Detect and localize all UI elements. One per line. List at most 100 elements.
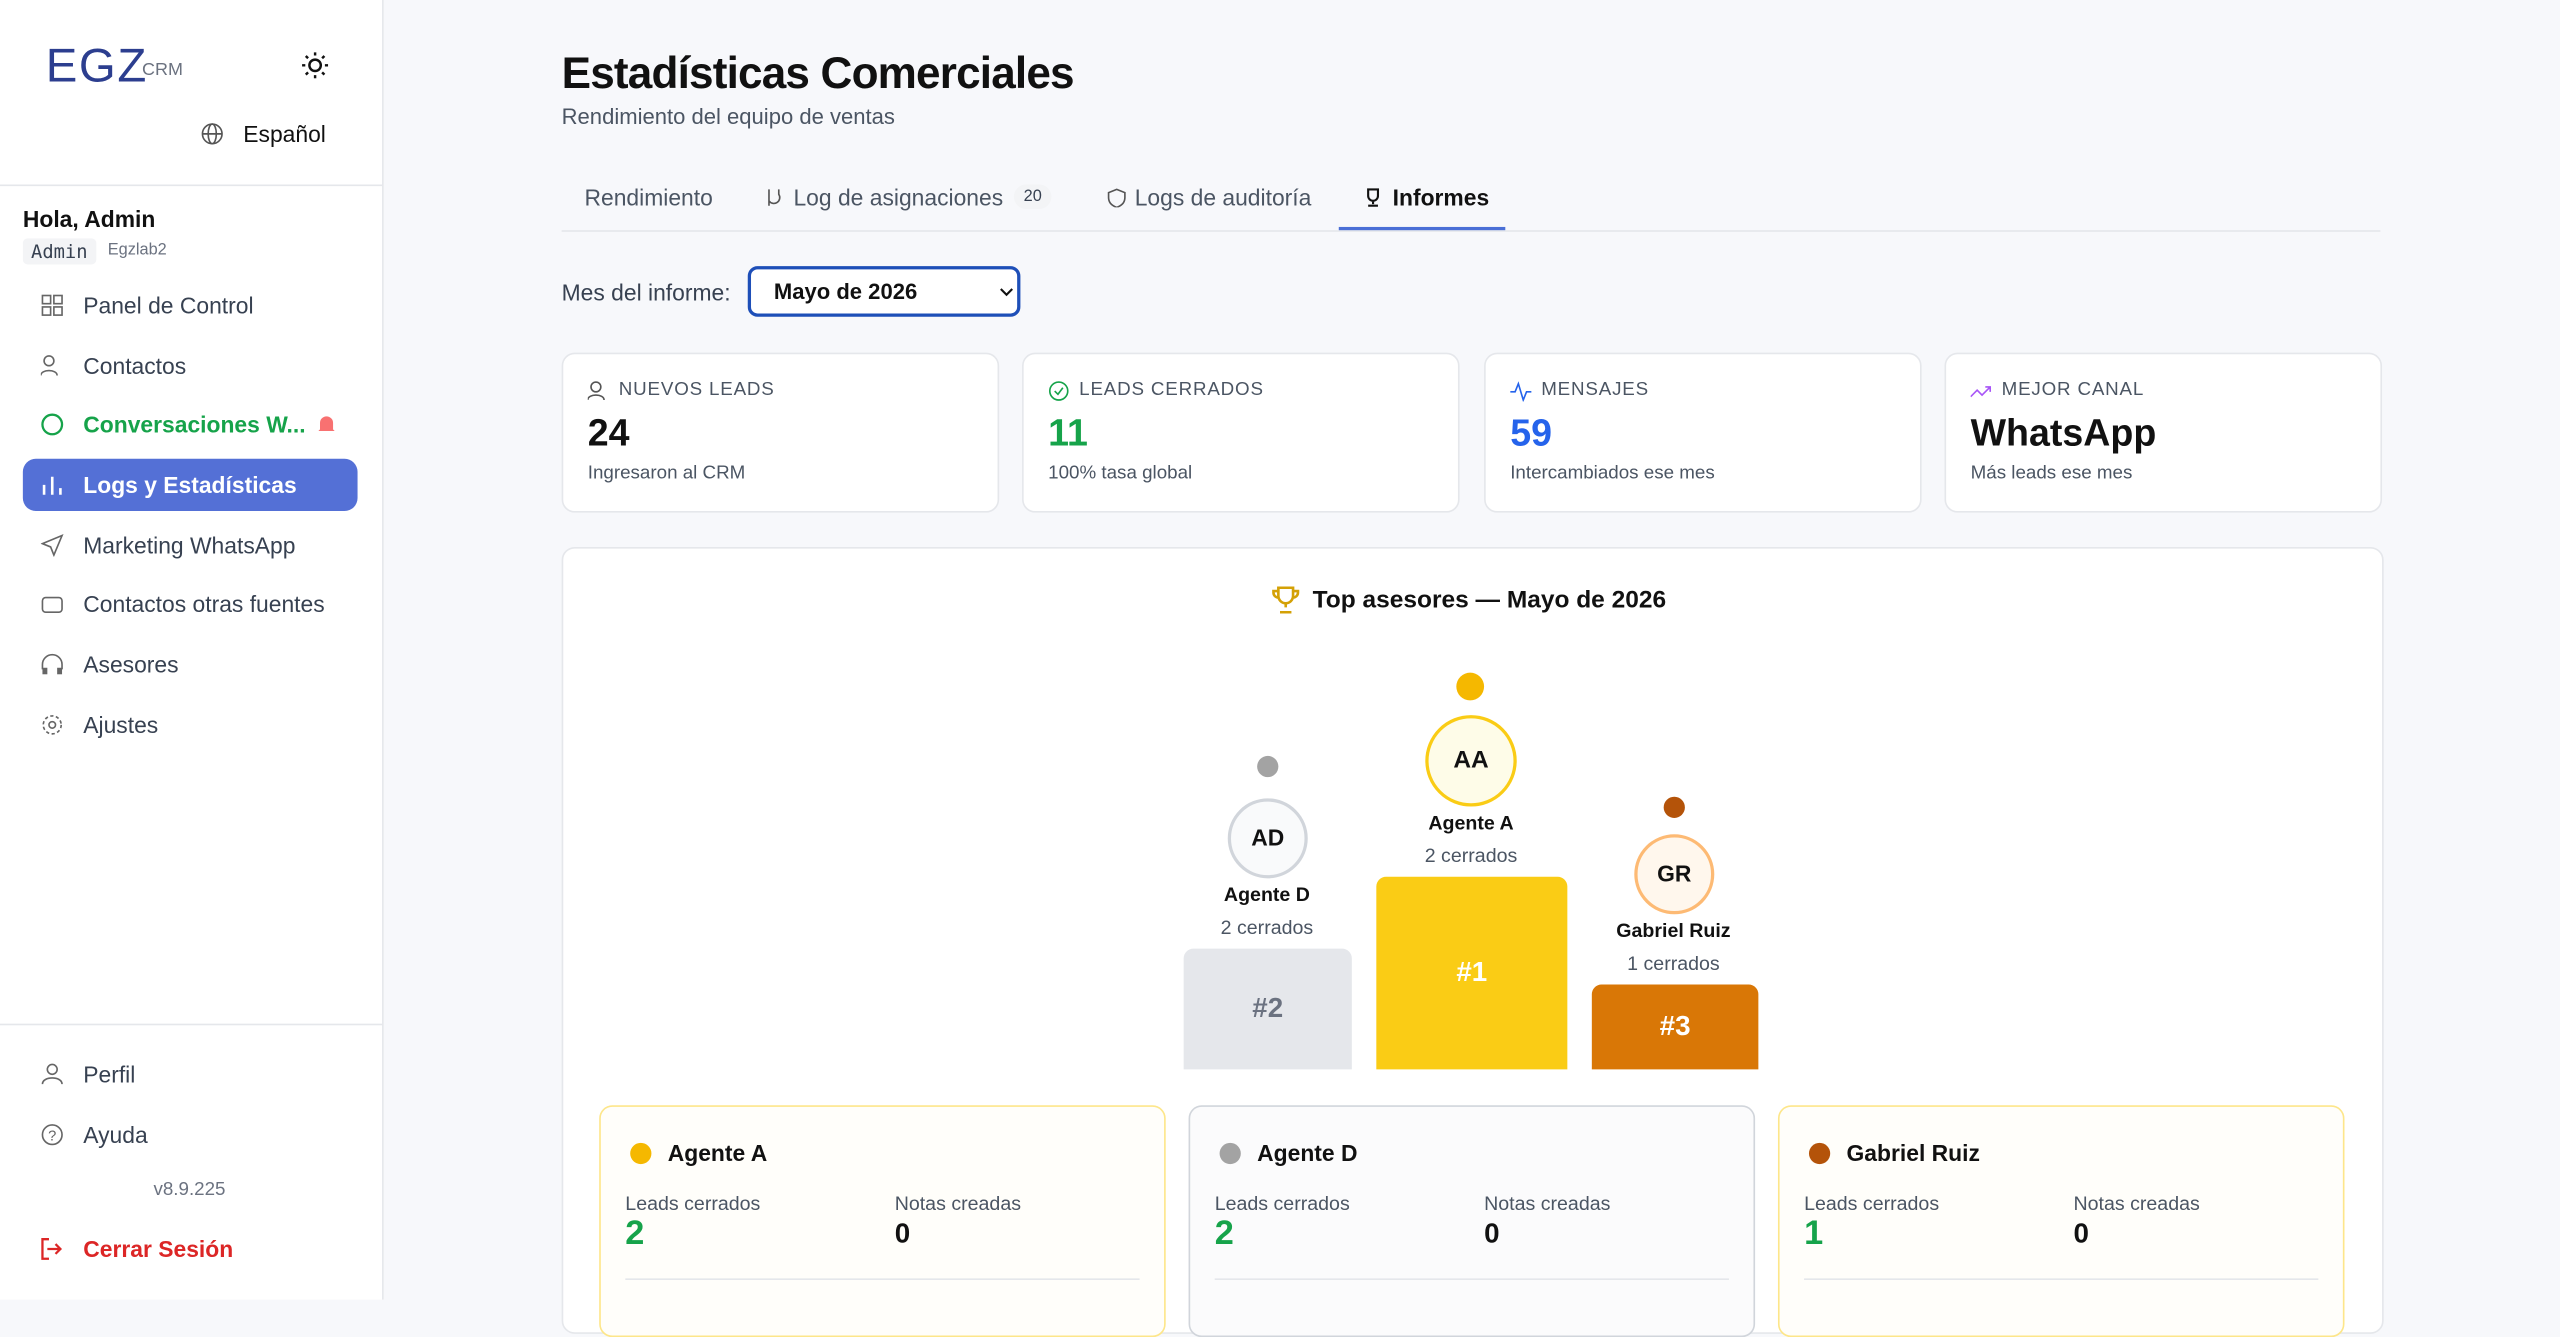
leads-label: Leads cerrados [625, 1191, 761, 1215]
month-select[interactable]: Mayo de 2026 [747, 266, 1021, 317]
nav-item[interactable]: Perfil [23, 1048, 358, 1100]
stat-label: NUEVOS LEADS [618, 380, 775, 400]
nav-item[interactable]: Contactos otras fuentes [23, 578, 358, 630]
stat-card: MENSAJES 59 Intercambiados ese mes [1484, 352, 1922, 513]
nav-item[interactable]: Panel de Control [23, 279, 358, 331]
tab[interactable]: Logs de auditoría [1134, 184, 1312, 211]
podium-title: Top asesores — Mayo de 2026 [1312, 586, 1667, 614]
leads-value: 1 [1804, 1214, 1824, 1253]
agent-card: Agente A Leads cerrados 2 Notas creadas 0 [599, 1105, 1166, 1337]
podium-block: #1 [1376, 876, 1568, 1070]
version: v8.9.225 [153, 1180, 226, 1200]
language-select[interactable]: Español [243, 120, 326, 147]
nav-label: Cerrar Sesión [83, 1235, 234, 1263]
tab[interactable]: Log de asignaciones [793, 184, 1004, 211]
theme-toggle[interactable] [302, 52, 329, 79]
role-badge: Admin [22, 238, 96, 265]
agent-name: Gabriel Ruiz [1846, 1139, 1980, 1166]
notes-value: 0 [1484, 1217, 1500, 1249]
avatar: AD [1227, 798, 1308, 879]
agent-name: Agente D [1257, 1139, 1358, 1166]
nav-label: Marketing WhatsApp [83, 532, 296, 559]
podium-closed: 2 cerrados [1424, 844, 1518, 867]
stat-value: WhatsApp [1970, 411, 2157, 454]
page-subtitle: Rendimiento del equipo de ventas [561, 104, 895, 129]
nav-label: Ajustes [83, 711, 159, 738]
agent-card: Gabriel Ruiz Leads cerrados 1 Notas creadas… [1777, 1105, 2345, 1337]
sidebar: EGZ CRM Español Hola, Admin Admin Egzlab… [0, 0, 384, 1299]
stat-label: MEJOR CANAL [2001, 380, 2145, 400]
nav-item[interactable]: Ajustes [23, 699, 358, 751]
divider [0, 1023, 383, 1026]
nav-item[interactable]: Asesores [23, 638, 358, 690]
nav-label: Contactos otras fuentes [83, 591, 325, 618]
nav-item[interactable]: Conversaciones W... [23, 398, 358, 450]
month-value: Mayo de 2026 [773, 279, 918, 304]
nav-label: Asesores [83, 651, 179, 678]
avatar: AA [1425, 715, 1517, 807]
trophy-icon [1272, 586, 1300, 614]
app: EGZ CRM Español Hola, Admin Admin Egzlab… [0, 0, 2384, 1337]
tab-badge: 20 [1013, 184, 1052, 209]
nav-item[interactable]: Contactos [23, 340, 358, 392]
svg-text:?: ? [48, 1128, 56, 1144]
nav-label: Perfil [83, 1061, 136, 1088]
stat-card: LEADS CERRADOS 11 100% tasa global [1022, 352, 1460, 513]
nav-label: Contactos [83, 352, 187, 379]
stat-card: NUEVOS LEADS 24 Ingresaron al CRM [561, 352, 1000, 513]
stat-value: 24 [587, 411, 630, 454]
agent-name: Agente A [667, 1139, 768, 1166]
leads-value: 2 [625, 1214, 645, 1253]
podium-block: #3 [1591, 984, 1759, 1070]
leads-value: 2 [1214, 1214, 1234, 1253]
notes-label: Notas creadas [1484, 1191, 1611, 1215]
tab[interactable]: Informes [1392, 184, 1490, 211]
page-title: Estadísticas Comerciales [561, 48, 1075, 98]
nav-label: Ayuda [83, 1121, 148, 1148]
tab[interactable]: Rendimiento [584, 184, 713, 211]
divider [0, 184, 383, 187]
globe-icon [201, 123, 223, 145]
month-label: Mes del informe: [561, 279, 731, 306]
logout[interactable]: Cerrar Sesión [23, 1223, 358, 1275]
logo-sub: CRM [142, 60, 183, 80]
leads-label: Leads cerrados [1804, 1191, 1940, 1215]
medal [1257, 755, 1279, 778]
tab-icon [1367, 188, 1380, 207]
tab-icon [1107, 188, 1126, 208]
stat-label: MENSAJES [1541, 380, 1649, 400]
stat-note: Ingresaron al CRM [587, 463, 746, 484]
podium-name: Agente D [1223, 883, 1310, 907]
org: Egzlab2 [107, 241, 167, 260]
greeting: Hola, Admin [22, 205, 156, 232]
stat-note: Intercambiados ese mes [1510, 463, 1715, 484]
podium-closed: 2 cerrados [1220, 915, 1314, 939]
nav-item[interactable]: Logs y Estadísticas [22, 458, 358, 512]
nav-label: Logs y Estadísticas [83, 471, 297, 498]
nav-item[interactable]: Marketing WhatsApp [23, 519, 358, 571]
agent-card: Agente D Leads cerrados 2 Notas creadas 0 [1188, 1105, 1756, 1337]
page: {"sidebar":{"logo":"EGZ","logo_sub":"CRM… [0, 0, 2384, 1337]
stat-value: 11 [1048, 411, 1088, 454]
body: EGZ CRM Español Hola, Admin Admin Egzlab… [0, 0, 2384, 1337]
podium-name: Agente A [1428, 811, 1514, 835]
tabs-border [561, 230, 2381, 232]
notes-value: 0 [2073, 1217, 2089, 1249]
stat-value: 59 [1510, 411, 1552, 454]
nav-label: Panel de Control [83, 292, 254, 319]
podium-name: Gabriel Ruiz [1616, 919, 1731, 943]
stat-label: LEADS CERRADOS [1079, 380, 1264, 400]
active-tab-indicator [1338, 226, 1506, 231]
podium-block: #2 [1183, 948, 1352, 1070]
avatar: GR [1634, 834, 1715, 915]
medal [1456, 672, 1485, 701]
medal [1663, 796, 1685, 818]
podium-closed: 1 cerrados [1627, 951, 1720, 975]
tab-icon [768, 189, 781, 206]
leads-label: Leads cerrados [1214, 1191, 1350, 1215]
stat-note: Más leads ese mes [1970, 463, 2133, 484]
nav-label: Conversaciones W... [83, 411, 306, 438]
notes-label: Notas creadas [894, 1191, 1022, 1215]
notes-value: 0 [894, 1217, 911, 1249]
nav-item[interactable]: ? Ayuda [23, 1109, 358, 1161]
